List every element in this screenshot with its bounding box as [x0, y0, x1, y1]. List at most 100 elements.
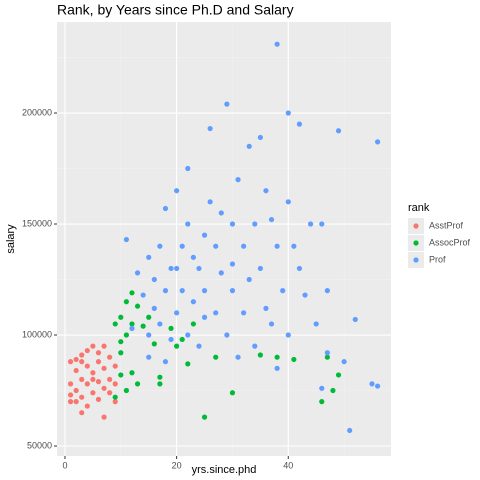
point	[201, 314, 208, 320]
point	[146, 254, 152, 260]
point	[107, 390, 113, 396]
point	[185, 165, 191, 172]
x-tick-label: 20	[172, 460, 182, 470]
legend-label: Prof	[429, 254, 446, 264]
point	[302, 292, 308, 298]
point	[112, 381, 118, 387]
point	[101, 365, 107, 371]
point	[79, 376, 85, 383]
point	[129, 370, 135, 376]
point	[319, 399, 325, 405]
point	[79, 394, 85, 400]
point	[246, 143, 252, 149]
point	[257, 134, 263, 141]
point	[129, 321, 135, 327]
point	[313, 321, 319, 327]
point	[296, 265, 303, 272]
point	[291, 243, 297, 249]
chart-title: Rank, by Years since Ph.D and Salary	[57, 2, 294, 18]
point	[369, 381, 375, 387]
point	[151, 276, 157, 283]
point	[73, 387, 79, 394]
point	[241, 243, 247, 249]
point	[179, 243, 185, 249]
point	[101, 414, 107, 420]
point	[123, 387, 129, 394]
point	[168, 336, 174, 343]
point	[134, 270, 141, 276]
point	[179, 336, 185, 343]
point	[84, 381, 90, 387]
point	[90, 376, 96, 383]
point	[341, 359, 347, 365]
legend-label: AssocProf	[429, 237, 471, 247]
plot-panel	[57, 22, 391, 456]
point	[151, 341, 157, 347]
point	[157, 381, 163, 387]
point	[257, 265, 263, 272]
point	[151, 305, 157, 311]
point	[213, 354, 219, 360]
point	[201, 232, 208, 238]
point	[190, 321, 196, 327]
point	[263, 188, 269, 194]
point	[196, 265, 202, 272]
point	[129, 290, 135, 296]
point	[229, 261, 236, 267]
point	[73, 356, 79, 363]
point	[168, 325, 174, 331]
point	[375, 139, 381, 145]
point	[107, 376, 113, 383]
point	[67, 392, 74, 398]
point	[274, 243, 280, 249]
point	[67, 359, 74, 365]
point	[123, 332, 129, 338]
point	[101, 343, 107, 349]
point	[352, 316, 358, 323]
point	[146, 332, 152, 338]
x-tick-label: 0	[62, 460, 67, 470]
point	[296, 121, 303, 127]
point	[224, 332, 230, 338]
point	[285, 332, 291, 338]
point	[134, 303, 141, 309]
point	[268, 216, 275, 223]
point	[95, 350, 102, 356]
point	[90, 370, 96, 376]
point	[213, 243, 219, 249]
point	[268, 321, 275, 327]
y-tick-label: 100000	[22, 329, 52, 339]
point	[118, 314, 124, 320]
point	[235, 177, 241, 183]
point	[112, 363, 118, 369]
point	[101, 385, 107, 391]
point	[324, 354, 330, 360]
point	[308, 221, 314, 227]
point	[118, 372, 124, 378]
point	[140, 323, 146, 329]
point	[335, 128, 342, 134]
point	[218, 270, 224, 276]
point	[185, 221, 191, 227]
point	[375, 383, 381, 389]
point	[95, 359, 102, 365]
point	[67, 399, 74, 405]
point	[196, 343, 202, 349]
point	[218, 210, 224, 216]
point	[157, 243, 163, 249]
point	[112, 394, 118, 400]
point	[84, 403, 90, 409]
point	[252, 221, 258, 227]
point	[224, 101, 230, 107]
point	[146, 354, 152, 360]
legend-marker	[413, 257, 419, 263]
point	[285, 199, 291, 205]
point	[190, 254, 196, 260]
point	[79, 352, 85, 358]
point	[252, 343, 258, 349]
point	[190, 299, 196, 305]
point	[207, 199, 213, 205]
point	[73, 399, 79, 405]
point	[79, 410, 85, 416]
point	[174, 265, 180, 272]
